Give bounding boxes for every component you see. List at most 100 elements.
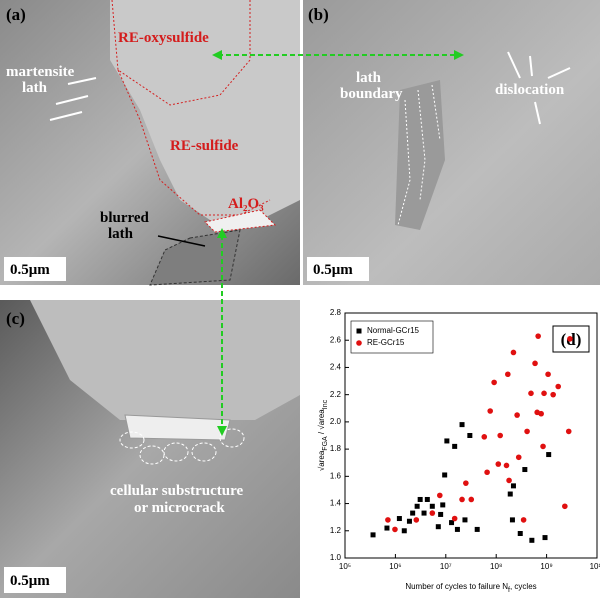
arrows [49, 77, 97, 121]
inclusion-al2o3 [203, 209, 277, 233]
x-axis-label: Number of cycles to failure Nf, cycles [405, 582, 536, 594]
marker [429, 510, 436, 516]
marker [442, 472, 448, 478]
micrograph [303, 0, 600, 285]
marker [474, 526, 480, 532]
arrows [507, 51, 571, 125]
marker [468, 496, 475, 503]
panel-d: 1.0 1.2 1.4 1.6 1.8 2.0 2.2 2.4 2.6 2.8 10⁵ 10⁶ 10⁷ 1… [317, 308, 600, 594]
annotation: blurred [100, 210, 150, 226]
annotation: lath [108, 226, 134, 242]
annotation: Al₂O₃ [228, 196, 264, 212]
annotation: or microcrack [134, 500, 225, 516]
marker [522, 467, 528, 473]
marker [550, 391, 556, 398]
panel-label: (b) [308, 5, 329, 24]
lath-boundaries [397, 84, 441, 226]
annotation: lath [22, 80, 48, 96]
y-axis-label: √areaFGA / √areaInc [317, 399, 329, 471]
marker [514, 412, 520, 418]
x-tick-label: 10⁵ [339, 562, 351, 571]
x-tick-label: 10⁷ [440, 562, 452, 571]
y-tick-label: 2.6 [330, 335, 342, 344]
marker [510, 349, 517, 356]
scale-bar: 0.5μm [10, 262, 50, 278]
x-tick-label: 10⁹ [540, 562, 552, 571]
plot-frame [344, 312, 598, 559]
marker [567, 336, 573, 342]
panel-a: (a) RE-oxysulfide martensite lath RE-sul… [0, 0, 300, 286]
marker [532, 360, 538, 367]
y-axis-label-part: / √area [317, 409, 326, 437]
marker [444, 438, 450, 444]
scale-bar: 0.5μm [10, 573, 50, 589]
marker [451, 515, 458, 522]
marker [528, 390, 534, 397]
marker [438, 511, 444, 517]
y-tick-label: 1.6 [330, 471, 342, 480]
guide-arrowheads [212, 50, 464, 436]
marker [505, 371, 511, 378]
y-tick-label: 1.4 [330, 499, 342, 508]
annotation: cellular substructure [110, 483, 244, 499]
legend-marker [356, 340, 362, 346]
panel-label: (c) [6, 309, 25, 328]
marker [421, 510, 427, 516]
annotation: RE-oxysulfide [118, 30, 209, 46]
marker [540, 443, 546, 450]
y-tick-label: 2.0 [330, 417, 342, 426]
marker [384, 525, 390, 531]
marker [440, 502, 446, 508]
legend-label: Normal-GCr15 [367, 326, 420, 335]
marker [535, 333, 541, 339]
x-tick-label: 10¹⁰ [590, 562, 600, 571]
marker [462, 517, 468, 523]
marker [406, 518, 412, 524]
marker [565, 428, 572, 435]
marker [410, 510, 416, 516]
marker [435, 524, 441, 530]
marker [509, 517, 515, 523]
marker [370, 532, 376, 538]
marker [414, 503, 420, 509]
legend-marker [356, 328, 362, 334]
marker [491, 379, 497, 386]
marker [452, 443, 458, 449]
marker [538, 410, 544, 417]
annotation: RE-sulfide [170, 138, 239, 154]
marker [555, 383, 562, 390]
cells [119, 428, 245, 465]
marker [484, 469, 490, 476]
guide-lines [218, 54, 458, 430]
marker [506, 477, 512, 484]
scale-bar-box [307, 257, 369, 281]
panel-b: (b) lath boundary dislocation 0.5μm [303, 0, 600, 285]
marker [517, 531, 523, 536]
marker [401, 528, 407, 534]
marker [542, 535, 548, 541]
panel-label: (a) [6, 5, 26, 24]
inclusion [30, 300, 300, 420]
marker [524, 428, 530, 435]
annotation: martensite [6, 64, 75, 80]
marker [546, 452, 552, 458]
scale-bar: 0.5μm [313, 262, 353, 278]
lath-region [395, 80, 445, 230]
legend-box [350, 320, 434, 354]
y-axis-label-part: FGA [322, 436, 329, 451]
legend-label: RE-GCr15 [367, 338, 405, 347]
marker [529, 537, 535, 543]
inclusion-al2o3 [124, 414, 231, 441]
inclusion [110, 0, 300, 225]
marker [545, 371, 551, 378]
blurred-lath-region [149, 229, 241, 286]
annotation: boundary [340, 86, 403, 102]
panel-c: (c) cellular substructure or microcrack … [0, 300, 300, 598]
marker [467, 433, 473, 438]
marker [481, 434, 488, 440]
marker [413, 517, 420, 523]
marker [459, 496, 465, 503]
scale-bar-box [4, 567, 66, 593]
annotation: lath [356, 70, 382, 86]
marker [396, 516, 402, 522]
